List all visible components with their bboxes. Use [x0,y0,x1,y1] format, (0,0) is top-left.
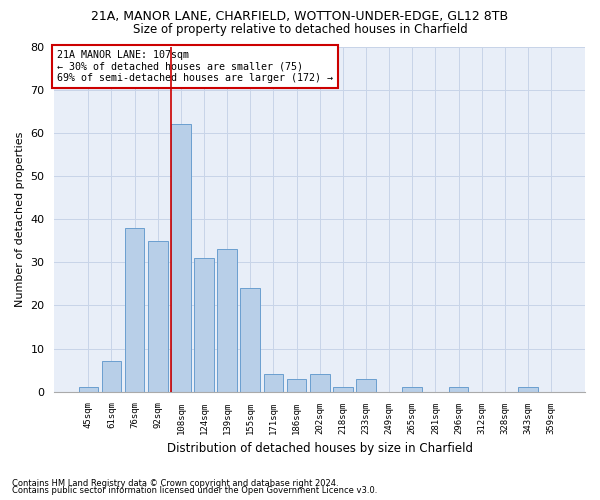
Y-axis label: Number of detached properties: Number of detached properties [15,132,25,307]
Text: Contains HM Land Registry data © Crown copyright and database right 2024.: Contains HM Land Registry data © Crown c… [12,478,338,488]
Bar [101,362,121,392]
Bar [217,250,237,392]
Text: 21A MANOR LANE: 107sqm
← 30% of detached houses are smaller (75)
69% of semi-det: 21A MANOR LANE: 107sqm ← 30% of detached… [57,50,333,83]
Bar [263,374,283,392]
Text: Size of property relative to detached houses in Charfield: Size of property relative to detached ho… [133,22,467,36]
Bar [125,228,145,392]
Bar [403,388,422,392]
Bar [241,288,260,392]
X-axis label: Distribution of detached houses by size in Charfield: Distribution of detached houses by size … [167,442,473,455]
Text: Contains public sector information licensed under the Open Government Licence v3: Contains public sector information licen… [12,486,377,495]
Bar [449,388,469,392]
Bar [518,388,538,392]
Bar [310,374,329,392]
Bar [79,388,98,392]
Bar [171,124,191,392]
Text: 21A, MANOR LANE, CHARFIELD, WOTTON-UNDER-EDGE, GL12 8TB: 21A, MANOR LANE, CHARFIELD, WOTTON-UNDER… [91,10,509,23]
Bar [194,258,214,392]
Bar [356,378,376,392]
Bar [333,388,353,392]
Bar [148,240,167,392]
Bar [287,378,307,392]
